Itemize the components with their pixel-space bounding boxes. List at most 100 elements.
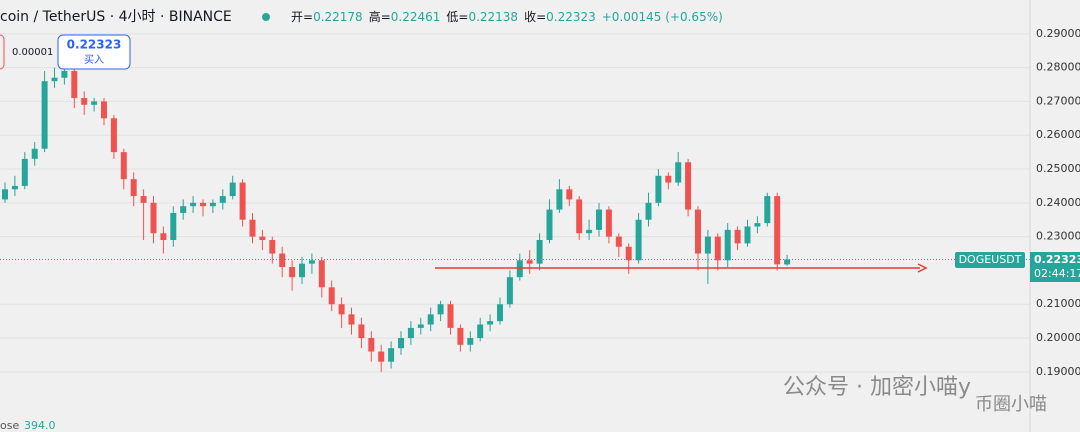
candle-body xyxy=(596,209,602,230)
candle-body xyxy=(784,259,791,265)
candle-body xyxy=(675,162,682,183)
candle-body xyxy=(556,189,563,210)
candle-body xyxy=(576,199,583,234)
y-tick-label: 0.23000 xyxy=(1036,230,1080,243)
candle-body xyxy=(724,229,731,261)
candle-body xyxy=(417,324,424,328)
watermark: 币圈小喵 xyxy=(975,394,1047,415)
candle-body xyxy=(41,81,48,149)
ohlc-value: 0.22178 xyxy=(313,10,363,24)
buy-box[interactable] xyxy=(57,34,131,70)
y-tick-label: 0.25000 xyxy=(1036,162,1080,175)
ohlc-label: 开= xyxy=(291,10,313,24)
candle-body xyxy=(249,219,256,237)
candle-body xyxy=(120,152,127,180)
sell-box[interactable] xyxy=(0,34,5,70)
y-tick-label: 0.24000 xyxy=(1036,196,1080,209)
arrow-head xyxy=(917,263,928,273)
candle-body xyxy=(368,338,375,352)
candle-body xyxy=(714,236,721,261)
watermark: 公众号 · 加密小喵y xyxy=(783,375,971,400)
candle-body xyxy=(21,158,28,186)
candle-body xyxy=(279,253,286,268)
spread: 0.00001 xyxy=(12,47,53,58)
candle-body xyxy=(180,206,187,213)
candle-body xyxy=(190,202,197,207)
candle-body xyxy=(744,226,751,244)
candle-body xyxy=(140,196,147,203)
candle-body xyxy=(150,202,157,234)
candle-body xyxy=(536,240,543,264)
candle-body xyxy=(308,260,315,264)
candle-body xyxy=(615,236,622,247)
candle-body xyxy=(259,236,266,240)
change: +0.00145 (+0.65%) xyxy=(602,10,723,24)
candle-body xyxy=(11,185,18,190)
candle-body xyxy=(457,327,464,345)
candle-body xyxy=(378,351,385,362)
candle-body xyxy=(437,304,444,315)
candle-body xyxy=(506,277,513,305)
candle-body xyxy=(645,202,652,220)
candle-body xyxy=(31,148,38,159)
candle-body xyxy=(764,196,771,224)
candle-body xyxy=(338,304,345,315)
candle-body xyxy=(200,202,206,207)
candle-body xyxy=(685,162,692,210)
candle-body xyxy=(2,189,8,200)
candle-body xyxy=(546,209,553,240)
status-dot xyxy=(262,13,270,21)
candle-body xyxy=(81,98,88,105)
ohlc-value: 0.22323 xyxy=(546,10,596,24)
candle-body xyxy=(665,175,672,183)
y-tick-label: 0.29000 xyxy=(1036,27,1080,40)
buy-label: 买入 xyxy=(84,54,104,66)
symbol-tag xyxy=(955,252,1025,268)
candle-body xyxy=(71,70,78,99)
candle-body xyxy=(239,182,246,220)
candle-body xyxy=(388,348,395,362)
y-tick-label: 0.19000 xyxy=(1036,365,1080,378)
countdown: 02:44:17 xyxy=(1034,267,1080,280)
candle-body xyxy=(328,287,335,305)
candle-body xyxy=(299,263,305,278)
y-tick-label: 0.26000 xyxy=(1036,128,1080,141)
ohlc-value: 0.22461 xyxy=(391,10,441,24)
candle-body xyxy=(734,229,741,244)
y-tick-label: 0.27000 xyxy=(1036,94,1080,107)
symbol-tag-text: DOGEUSDT xyxy=(959,253,1022,266)
candle-body xyxy=(130,179,137,197)
candle-body xyxy=(635,219,642,261)
candle-body xyxy=(497,304,503,322)
candle-body xyxy=(209,202,216,207)
candle-body xyxy=(289,267,296,278)
candles xyxy=(0,57,1030,372)
ohlc-label: 低= xyxy=(446,10,468,24)
candle-body xyxy=(101,101,107,119)
candle-body xyxy=(219,196,226,203)
overlay: coin / TetherUS · 4小时 · BINANCE 开=0.2217… xyxy=(0,9,1080,432)
candle-body xyxy=(348,314,355,325)
candle-body xyxy=(695,209,701,254)
candle-body xyxy=(170,212,177,240)
candle-body xyxy=(447,304,454,328)
candle-body xyxy=(269,240,276,254)
volume-label: ose xyxy=(0,419,19,432)
y-tick-label: 0.20000 xyxy=(1036,331,1080,344)
volume-value: 394.0 xyxy=(24,419,56,432)
candle-body xyxy=(358,324,365,339)
candle-body xyxy=(625,246,632,261)
candle-body xyxy=(487,321,494,325)
ohlc-value: 0.22138 xyxy=(468,10,518,24)
candle-body xyxy=(229,182,236,197)
candle-body xyxy=(605,209,612,237)
ohlc-header: 开=0.22178 高=0.22461 低=0.22138 收=0.22323 +0.0… xyxy=(291,9,723,24)
candle-body xyxy=(427,314,434,325)
candle-body xyxy=(398,338,404,349)
candle-body xyxy=(467,338,474,345)
candle-body xyxy=(526,260,533,264)
y-tick-label: 0.21000 xyxy=(1036,297,1080,310)
y-tick-label: 0.28000 xyxy=(1036,61,1080,74)
